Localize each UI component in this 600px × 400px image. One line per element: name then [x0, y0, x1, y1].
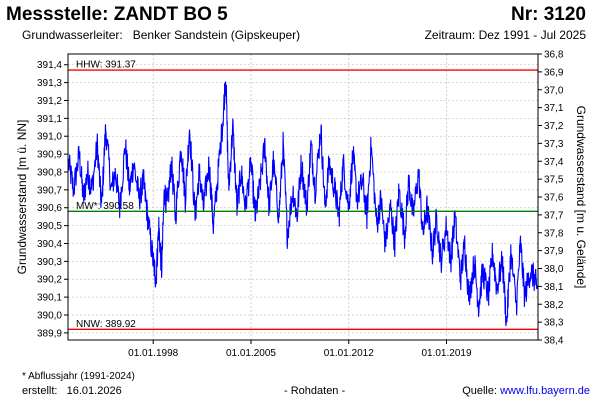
y-tick-label-left: 390,7 [37, 185, 62, 196]
period-info: Zeitraum: Dez 1991 - Jul 2025 [424, 28, 586, 42]
y-tick-label-right: 37,3 [544, 139, 564, 150]
y-tick-label-left: 390,2 [37, 275, 62, 286]
reference-label: NNW: 389.92 [76, 319, 136, 330]
y-tick-label-right: 38,0 [544, 264, 564, 275]
y-tick-label-right: 37,4 [544, 157, 564, 168]
y-tick-label-left: 391,0 [37, 132, 62, 143]
y-tick-label-left: 391,3 [37, 78, 62, 89]
reference-label: HHW: 391.37 [76, 60, 136, 71]
x-tick-label: 01.01.1998 [128, 348, 178, 359]
page-title: Messstelle: ZANDT BO 5 [6, 4, 228, 25]
y-tick-label-left: 390,1 [37, 293, 62, 304]
y-tick-label-left: 390,5 [37, 221, 62, 232]
y-tick-label-right: 37,6 [544, 193, 564, 204]
y-tick-label-left: 390,4 [37, 239, 62, 250]
reference-label: MW*: 390.58 [76, 201, 134, 212]
raw-data-note: - Rohdaten - [284, 385, 346, 397]
y-tick-label-left: 389,9 [37, 328, 62, 339]
y-axis-title-right: Grundwasserstand [m u. Gelände] [574, 106, 588, 289]
y-axis-title-left: Grundwasserstand [m ü. NN] [15, 120, 29, 275]
y-tick-label-left: 390,6 [37, 203, 62, 214]
station-number: Nr: 3120 [511, 4, 586, 25]
created-date: 16.01.2026 [66, 385, 122, 397]
series-layer [68, 81, 538, 327]
y-tick-label-right: 37,8 [544, 228, 564, 239]
y-tick-label-right: 38,1 [544, 282, 564, 293]
y-tick-label-right: 38,2 [544, 300, 564, 311]
created-info: erstellt: 16.01.2026 [22, 385, 122, 397]
y-tick-label-right: 36,8 [544, 50, 564, 61]
y-tick-label-right: 37,0 [544, 85, 564, 96]
x-tick-label: 01.01.2019 [421, 348, 471, 359]
y-tick-label-left: 390,9 [37, 150, 62, 161]
aquifer-value: Benker Sandstein (Gipskeuper) [132, 28, 301, 42]
y-tick-label-right: 37,2 [544, 121, 564, 132]
source-link[interactable]: www.lfu.bayern.de [500, 385, 590, 397]
x-tick-label: 01.01.2005 [226, 348, 276, 359]
aquifer-info: Grundwasserleiter: Benker Sandstein (Gip… [22, 28, 300, 42]
axis-ticks: 389,9 390,0 390,1 390,2 390,3 390,4 390,5 390,6… [37, 50, 564, 360]
reference-lines: HHW: 391.37 MW*: 390.58 NNW: 389.92 [68, 60, 538, 330]
y-tick-label-left: 390,8 [37, 167, 62, 178]
series-line-0 [68, 81, 538, 327]
y-tick-label-right: 37,7 [544, 210, 564, 221]
x-tick-label: 01.01.2012 [324, 348, 374, 359]
y-tick-label-right: 38,4 [544, 336, 564, 347]
y-tick-label-left: 391,1 [37, 114, 62, 125]
y-tick-label-right: 36,9 [544, 67, 564, 78]
y-tick-label-left: 391,2 [37, 96, 62, 107]
created-label: erstellt: [22, 385, 58, 397]
y-tick-label-left: 390,3 [37, 257, 62, 268]
aquifer-label: Grundwasserleiter: [22, 28, 123, 42]
y-tick-label-left: 391,4 [37, 60, 62, 71]
y-tick-label-right: 37,1 [544, 103, 564, 114]
source-info: Quelle: www.lfu.bayern.de [462, 385, 590, 397]
y-tick-label-right: 37,5 [544, 175, 564, 186]
source-label: Quelle: [462, 385, 498, 397]
y-tick-label-right: 38,3 [544, 318, 564, 329]
y-tick-label-right: 37,9 [544, 246, 564, 257]
y-tick-label-left: 390,0 [37, 310, 62, 321]
footnote: * Abflussjahr (1991-2024) [22, 371, 135, 382]
